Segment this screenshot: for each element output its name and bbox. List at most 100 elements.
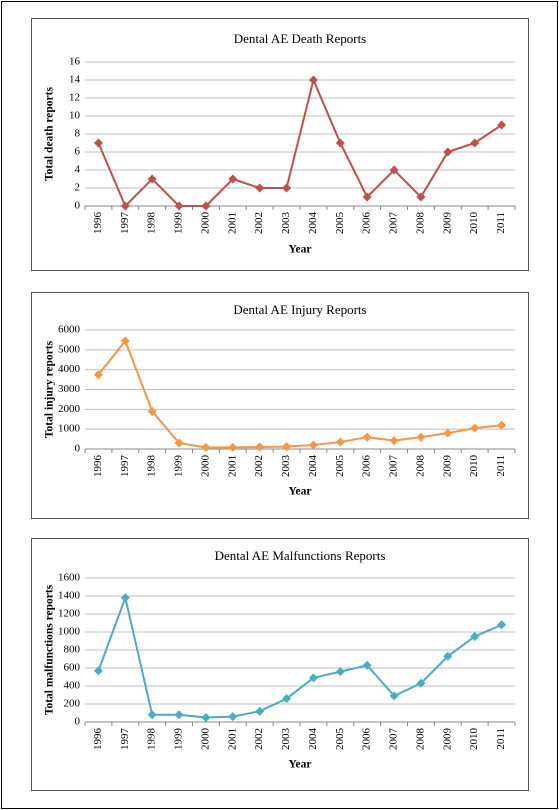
x-axis-label: Year	[289, 244, 312, 256]
y-tick-label: 12	[69, 92, 80, 104]
y-axis-label: Total malfunctions reports	[44, 584, 56, 715]
data-point	[255, 183, 265, 193]
data-point	[201, 201, 211, 211]
x-tick-label: 2011	[495, 212, 507, 234]
data-point	[389, 436, 399, 446]
x-tick-label: 2009	[441, 728, 453, 751]
x-tick-label: 2000	[199, 455, 211, 478]
data-point	[255, 706, 265, 716]
y-tick-label: 10	[69, 110, 81, 122]
data-point	[308, 75, 318, 85]
data-point	[93, 666, 103, 676]
x-tick-label: 2007	[388, 728, 400, 751]
data-point	[335, 138, 345, 148]
x-tick-label: 1999	[173, 212, 185, 235]
data-point	[470, 138, 480, 148]
x-tick-label: 1997	[119, 455, 131, 478]
x-tick-label: 2001	[226, 212, 238, 234]
x-tick-label: 2004	[307, 212, 319, 235]
chart-panel	[31, 292, 529, 519]
x-tick-label: 2009	[441, 212, 453, 235]
y-tick-label: 14	[69, 74, 81, 86]
data-point	[308, 440, 318, 450]
x-tick-label: 2003	[280, 455, 292, 478]
x-tick-label: 2011	[495, 455, 507, 477]
data-point	[362, 660, 372, 670]
chart-panel	[31, 538, 529, 791]
data-point	[228, 712, 238, 722]
data-point	[497, 620, 507, 630]
data-point	[416, 192, 426, 202]
data-point	[282, 442, 292, 452]
x-tick-label: 1996	[92, 728, 104, 751]
data-line	[97, 338, 502, 449]
x-tick-label: 2010	[468, 455, 480, 478]
data-point	[416, 678, 426, 688]
data-point	[120, 336, 130, 346]
x-tick-label: 1999	[173, 455, 185, 478]
x-tick-label: 2005	[334, 728, 346, 751]
chart-panel	[31, 18, 529, 271]
x-tick-label: 1997	[119, 728, 131, 751]
y-tick-label: 1000	[58, 423, 81, 435]
y-tick-label: 400	[64, 680, 81, 692]
x-tick-label: 2011	[495, 728, 507, 750]
y-tick-label: 600	[64, 662, 81, 674]
x-axis-label: Year	[289, 759, 312, 771]
data-point	[174, 438, 184, 448]
y-tick-label: 16	[69, 56, 81, 68]
x-axis-label: Year	[289, 486, 312, 498]
data-point	[282, 183, 292, 193]
x-tick-label: 2002	[253, 212, 265, 234]
data-point	[497, 420, 507, 430]
y-tick-label: 8	[75, 128, 81, 140]
data-point	[497, 120, 507, 130]
x-tick-label: 2008	[414, 212, 426, 235]
x-tick-label: 1996	[92, 212, 104, 235]
x-tick-label: 2003	[280, 212, 292, 235]
data-point	[147, 174, 157, 184]
y-tick-label: 1600	[58, 572, 81, 584]
y-tick-label: 1200	[58, 608, 81, 620]
chart-title: Dental AE Injury Reports	[233, 302, 366, 317]
x-tick-label: 1999	[173, 728, 185, 751]
data-point	[335, 667, 345, 677]
data-line	[97, 594, 502, 719]
x-tick-label: 2008	[414, 728, 426, 751]
data-point	[120, 593, 130, 603]
x-tick-label: 1998	[146, 728, 158, 751]
data-point	[335, 437, 345, 447]
y-tick-label: 0	[75, 200, 81, 212]
y-tick-label: 5000	[58, 343, 81, 355]
data-point	[228, 174, 238, 184]
data-point	[147, 406, 157, 416]
x-tick-label: 2010	[468, 212, 480, 235]
y-tick-label: 2	[75, 182, 81, 194]
x-tick-label: 2006	[361, 728, 373, 751]
y-tick-label: 4000	[58, 363, 81, 375]
data-point	[389, 165, 399, 175]
data-point	[93, 138, 103, 148]
data-point	[470, 423, 480, 433]
y-tick-label: 6	[75, 146, 81, 158]
y-tick-label: 6000	[58, 324, 81, 336]
data-point	[282, 694, 292, 704]
x-tick-label: 2001	[226, 728, 238, 750]
x-tick-label: 1998	[146, 455, 158, 478]
chart-title: Dental AE Malfunctions Reports	[215, 548, 386, 563]
y-tick-label: 2000	[58, 403, 81, 415]
data-line	[97, 76, 503, 208]
y-tick-label: 4	[75, 164, 81, 176]
x-tick-label: 2010	[468, 728, 480, 751]
y-tick-label: 0	[75, 443, 81, 455]
y-tick-label: 1000	[58, 626, 81, 638]
data-point	[443, 147, 453, 157]
chart-title: Dental AE Death Reports	[234, 31, 367, 46]
x-tick-label: 2006	[361, 455, 373, 478]
x-tick-label: 1998	[146, 212, 158, 235]
y-tick-label: 200	[64, 698, 81, 710]
x-tick-label: 2006	[361, 212, 373, 235]
data-point	[389, 691, 399, 701]
x-tick-label: 2008	[414, 455, 426, 478]
